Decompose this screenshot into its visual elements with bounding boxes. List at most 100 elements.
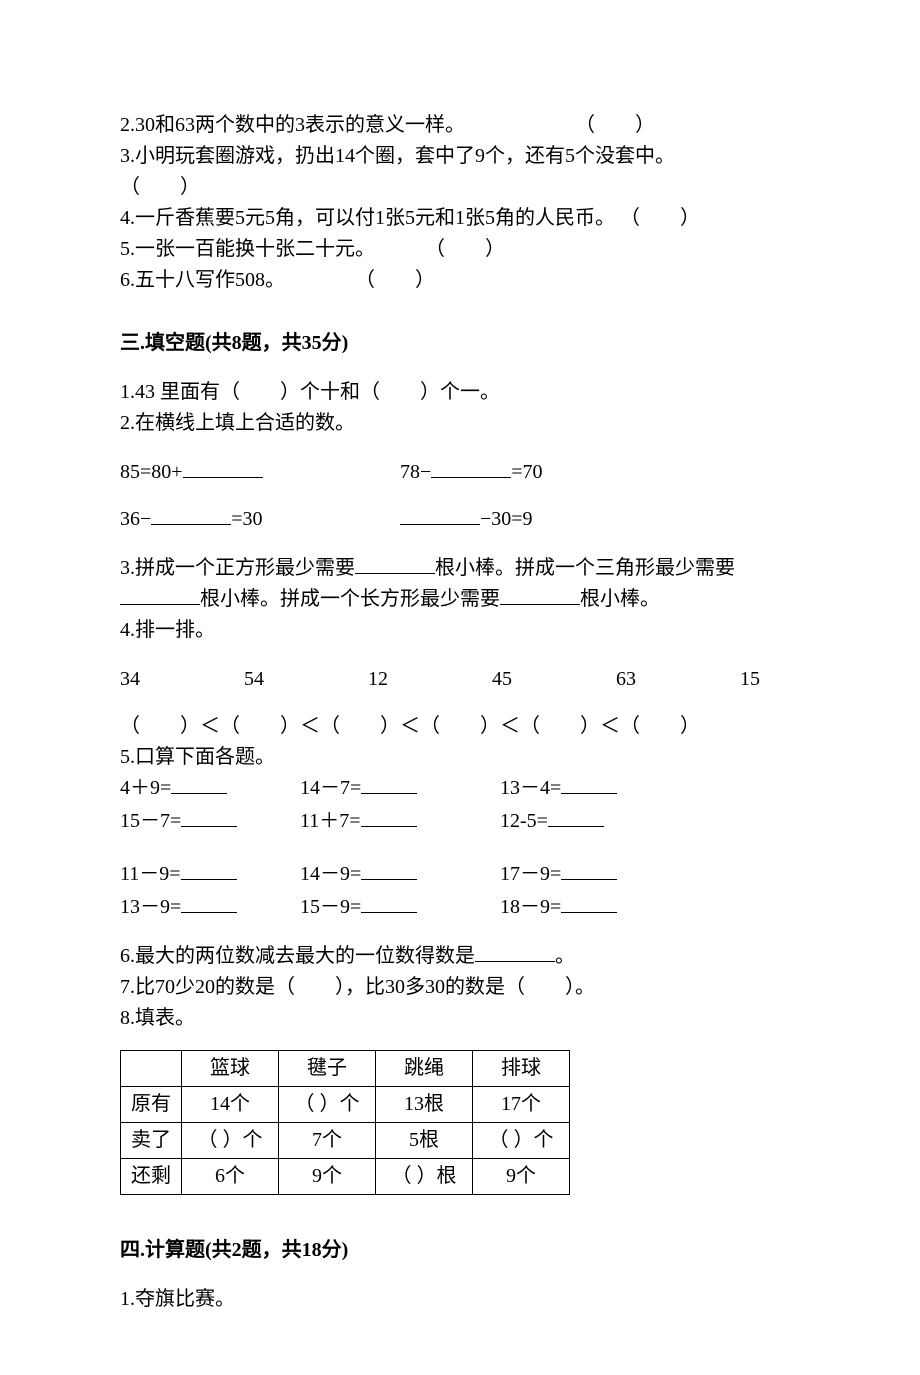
s3-q2-l2b-tail: −30=9	[480, 508, 533, 530]
blank	[181, 859, 237, 880]
s3-q3-d: 根小棒。	[580, 588, 660, 610]
td: 9个	[473, 1159, 570, 1195]
q4-text: 4.一斤香蕉要5元5角，可以付1张5元和1张5角的人民币。	[120, 207, 615, 229]
blank	[561, 773, 617, 794]
blank	[361, 859, 417, 880]
s3-q8-intro: 8.填表。	[120, 1003, 800, 1034]
blank	[151, 504, 231, 525]
calc: 13－4=	[500, 777, 561, 799]
num: 12	[368, 664, 388, 695]
th: 跳绳	[376, 1051, 473, 1087]
calc: 15－9=	[300, 896, 361, 918]
calc-cell: 17－9=	[500, 859, 700, 890]
calc-cell: 11＋7=	[300, 806, 500, 837]
s3-q2-l1b: 78− =70	[400, 457, 543, 488]
th	[121, 1051, 182, 1087]
section4-title: 四.计算题(共2题，共18分)	[120, 1235, 800, 1266]
s3-q2-l1a: 85=80+	[120, 457, 400, 488]
blank	[120, 584, 200, 605]
calc-cell: 18－9=	[500, 892, 700, 923]
judgement-q3-blank-line: （ ）	[120, 172, 800, 203]
q3-text: 3.小明玩套圈游戏，扔出14个圈，套中了9个，还有5个没套中。	[120, 145, 675, 167]
s3-q8-table: 篮球 毽子 跳绳 排球 原有 14个 （ ）个 13根 17个 卖了 （ ）个 …	[120, 1050, 570, 1195]
judgement-q5: 5.一张一百能换十张二十元。 （ ）	[120, 234, 800, 265]
blank	[500, 584, 580, 605]
td: 7个	[279, 1123, 376, 1159]
judgement-q6: 6.五十八写作508。 （ ）	[120, 265, 800, 296]
blank	[355, 553, 435, 574]
calc: 18－9=	[500, 896, 561, 918]
calc: 11＋7=	[300, 810, 361, 832]
judgement-q2: 2.30和63两个数中的3表示的意义一样。 （ ）	[120, 110, 800, 141]
s3-q2-row2: 36−=30 −30=9	[120, 504, 800, 535]
calc: 15－7=	[120, 810, 181, 832]
td: 6个	[182, 1159, 279, 1195]
s3-q7: 7.比70少20的数是（ ），比30多30的数是（ ）。	[120, 972, 800, 1003]
s3-q1: 1.43 里面有（ ）个十和（ ）个一。	[120, 377, 800, 408]
td: 5根	[376, 1123, 473, 1159]
td: （ ）个	[473, 1123, 570, 1159]
s3-q4-intro: 4.排一排。	[120, 615, 800, 646]
s3-q2-l2b: −30=9	[400, 504, 533, 535]
calc: 11－9=	[120, 863, 181, 885]
th: 排球	[473, 1051, 570, 1087]
blank	[548, 806, 604, 827]
s3-q2-l2a: 36−=30	[120, 504, 400, 535]
blank	[181, 892, 237, 913]
q3-blank: （ ）	[120, 176, 200, 198]
q6-text: 6.五十八写作508。	[120, 269, 285, 291]
calc: 12-5=	[500, 810, 548, 832]
blank	[181, 806, 237, 827]
table-row: 原有 14个 （ ）个 13根 17个	[121, 1087, 570, 1123]
calc-cell: 14－7=	[300, 773, 500, 804]
s3-q2-row1: 85=80+ 78− =70	[120, 457, 800, 488]
num: 54	[244, 664, 264, 695]
calc-cell: 13－4=	[500, 773, 700, 804]
th: 篮球	[182, 1051, 279, 1087]
s3-q4-chain: （ ）＜（ ）＜（ ）＜（ ）＜（ ）＜（ ）	[120, 711, 800, 742]
td: （ ）根	[376, 1159, 473, 1195]
calc-cell: 15－9=	[300, 892, 500, 923]
td: 17个	[473, 1087, 570, 1123]
num: 15	[740, 664, 760, 695]
q5-blank: （ ）	[425, 238, 505, 260]
s3-q3-c: 根小棒。拼成一个长方形最少需要	[200, 588, 500, 610]
num: 45	[492, 664, 512, 695]
table-row: 篮球 毽子 跳绳 排球	[121, 1051, 570, 1087]
table-row: 还剩 6个 9个 （ ）根 9个	[121, 1159, 570, 1195]
section3-title: 三.填空题(共8题，共35分)	[120, 328, 800, 359]
calc: 14－7=	[300, 777, 361, 799]
calc-cell: 13－9=	[120, 892, 300, 923]
td: （ ）个	[279, 1087, 376, 1123]
num: 34	[120, 664, 140, 695]
s3-q5-grid: 4＋9= 14－7= 13－4= 15－7= 11＋7= 12-5= 11－9=…	[120, 773, 800, 923]
s4-q1: 1.夺旗比赛。	[120, 1284, 800, 1315]
s3-q2-l1b-text: 78−	[400, 461, 431, 483]
calc: 13－9=	[120, 896, 181, 918]
q5-text: 5.一张一百能换十张二十元。	[120, 238, 375, 260]
th: 毽子	[279, 1051, 376, 1087]
q6-blank: （ ）	[355, 269, 435, 291]
td: 还剩	[121, 1159, 182, 1195]
s3-q2-l1b-tail: =70	[511, 461, 542, 483]
q2-text: 2.30和63两个数中的3表示的意义一样。	[120, 114, 465, 136]
td: 原有	[121, 1087, 182, 1123]
td: 9个	[279, 1159, 376, 1195]
gap	[500, 839, 700, 857]
calc-cell: 4＋9=	[120, 773, 300, 804]
judgement-q3: 3.小明玩套圈游戏，扔出14个圈，套中了9个，还有5个没套中。	[120, 141, 800, 172]
s3-q3-a: 3.拼成一个正方形最少需要	[120, 557, 355, 579]
s3-q6: 6.最大的两位数减去最大的一位数得数是。	[120, 941, 800, 972]
s3-q2-l2a-tail: =30	[231, 508, 262, 530]
gap	[300, 839, 500, 857]
td: （ ）个	[182, 1123, 279, 1159]
td: 13根	[376, 1087, 473, 1123]
blank	[431, 457, 511, 478]
judgement-q4: 4.一斤香蕉要5元5角，可以付1张5元和1张5角的人民币。 （ ）	[120, 203, 800, 234]
blank	[400, 504, 480, 525]
blank	[561, 859, 617, 880]
s3-q6-b: 。	[555, 945, 575, 967]
s3-q2-intro: 2.在横线上填上合适的数。	[120, 408, 800, 439]
calc-cell: 15－7=	[120, 806, 300, 837]
q2-blank: （ ）	[575, 114, 655, 136]
